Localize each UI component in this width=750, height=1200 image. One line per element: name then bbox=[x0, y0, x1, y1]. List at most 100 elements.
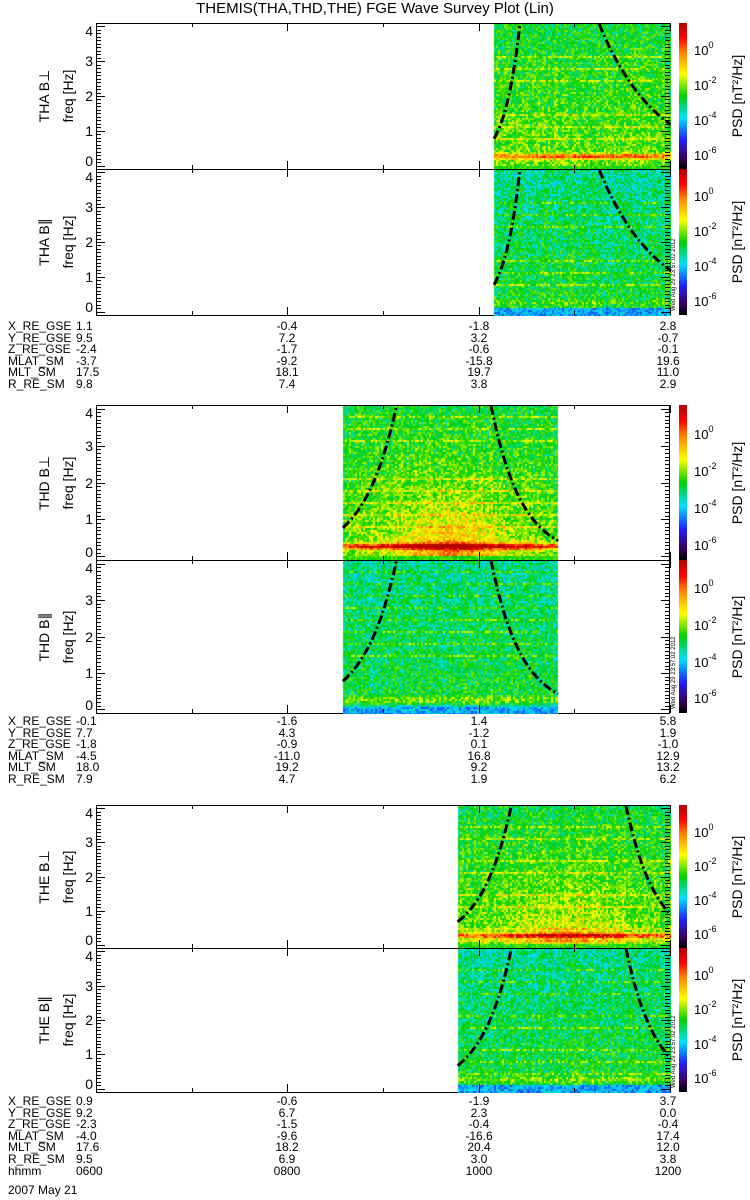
y-tick bbox=[661, 985, 670, 987]
ephemeris-row-label: R_RE_SM bbox=[8, 1152, 65, 1166]
y-tick bbox=[665, 203, 670, 205]
colorbar-tick-exponent: -2 bbox=[708, 999, 717, 1010]
y-tick bbox=[665, 822, 670, 824]
y-axis-label: freq [Hz] bbox=[60, 610, 76, 663]
colorbar-tick-base: 10 bbox=[694, 1036, 709, 1052]
y-tick bbox=[665, 603, 670, 605]
y-tick bbox=[665, 464, 670, 466]
y-tick bbox=[665, 937, 670, 939]
y-tick bbox=[96, 36, 101, 38]
y-tick bbox=[96, 478, 101, 480]
y-tick bbox=[96, 1020, 105, 1021]
ephemeris-value: 16.8 bbox=[467, 748, 491, 763]
x-tick bbox=[383, 405, 384, 409]
y-tick bbox=[665, 151, 670, 153]
y-tick bbox=[96, 82, 101, 84]
colorbar-tick-label: 10-6 bbox=[694, 292, 716, 309]
y-tick-label: 1 bbox=[85, 511, 93, 528]
panel-label: THD B∥ bbox=[36, 612, 52, 661]
y-tick bbox=[661, 96, 670, 97]
y-tick bbox=[96, 456, 101, 458]
y-tick bbox=[96, 508, 101, 510]
y-tick bbox=[665, 64, 670, 66]
y-tick bbox=[96, 50, 101, 52]
spectrogram-heatmap bbox=[97, 806, 671, 949]
y-tick bbox=[665, 141, 670, 143]
y-tick bbox=[96, 449, 101, 451]
y-tick bbox=[661, 207, 670, 209]
colorbar-tick-exponent: 0 bbox=[708, 578, 714, 589]
y-tick bbox=[665, 828, 670, 830]
y-tick bbox=[665, 596, 670, 598]
y-tick bbox=[96, 665, 101, 667]
colorbar-tick-exponent: -6 bbox=[708, 924, 717, 935]
y-tick bbox=[96, 611, 101, 612]
ephemeris-value: -9.2 bbox=[276, 353, 298, 368]
y-tick bbox=[96, 486, 101, 488]
x-tick bbox=[670, 940, 671, 948]
y-tick bbox=[665, 489, 670, 491]
y-tick bbox=[665, 913, 670, 915]
y-tick bbox=[96, 951, 105, 953]
y-tick bbox=[661, 165, 670, 167]
y-tick bbox=[96, 1050, 101, 1052]
y-tick bbox=[96, 235, 101, 237]
colorbar-label: PSD [nT²/Hz] bbox=[729, 595, 745, 678]
curve-layer bbox=[341, 561, 559, 696]
gyrofrequency-curve-1 bbox=[489, 406, 559, 543]
colorbar-tick-exponent: -6 bbox=[708, 1068, 717, 1079]
colorbar bbox=[679, 23, 687, 169]
y-tick bbox=[96, 78, 101, 80]
y-tick bbox=[665, 273, 670, 275]
y-tick bbox=[665, 231, 670, 233]
y-tick bbox=[665, 1074, 670, 1076]
x-tick bbox=[478, 560, 480, 568]
y-tick bbox=[96, 1068, 101, 1069]
y-tick bbox=[665, 662, 670, 663]
y-tick bbox=[96, 702, 101, 704]
x-tick bbox=[670, 560, 671, 568]
y-tick bbox=[661, 519, 670, 521]
y-tick bbox=[96, 255, 101, 257]
y-tick-label: 1 bbox=[85, 122, 93, 139]
y-tick-label: 1 bbox=[85, 268, 93, 285]
ephemeris-value: 6.7 bbox=[278, 1105, 296, 1120]
y-tick bbox=[665, 1033, 670, 1035]
y-tick bbox=[665, 158, 670, 160]
timestamp: Wed Aug 29 23:57:02 2012 bbox=[671, 1015, 677, 1088]
y-tick bbox=[665, 1050, 670, 1052]
y-tick bbox=[96, 54, 101, 56]
ephemeris-value: 3.8 bbox=[470, 377, 488, 391]
y-tick bbox=[665, 930, 670, 932]
y-tick-label: 4 bbox=[85, 805, 93, 821]
y-tick bbox=[96, 883, 101, 885]
y-tick bbox=[665, 29, 670, 31]
y-tick bbox=[96, 43, 101, 45]
y-tick bbox=[665, 651, 670, 653]
ephemeris-value: 18.1 bbox=[275, 365, 299, 380]
y-tick bbox=[96, 1037, 101, 1039]
x-tick bbox=[574, 1088, 576, 1092]
x-tick bbox=[191, 948, 193, 952]
x-tick bbox=[574, 560, 576, 564]
y-tick bbox=[665, 255, 670, 257]
y-tick bbox=[96, 497, 101, 499]
y-tick bbox=[665, 978, 670, 980]
y-tick bbox=[665, 934, 670, 936]
y-tick bbox=[96, 534, 101, 536]
y-tick bbox=[96, 1061, 101, 1063]
y-tick bbox=[665, 283, 670, 285]
x-tick bbox=[670, 169, 671, 177]
ephemeris-value: 3.8 bbox=[659, 1152, 677, 1166]
x-tick bbox=[383, 805, 384, 809]
y-tick bbox=[661, 951, 670, 953]
x-tick bbox=[383, 560, 384, 564]
y-tick-label: 1 bbox=[85, 664, 93, 681]
y-tick bbox=[665, 475, 670, 477]
x-tick bbox=[287, 169, 289, 177]
panel-label: THE B∥ bbox=[36, 995, 52, 1045]
y-tick bbox=[665, 412, 670, 414]
y-tick bbox=[96, 245, 101, 247]
y-tick bbox=[665, 500, 670, 502]
y-tick bbox=[665, 920, 670, 922]
